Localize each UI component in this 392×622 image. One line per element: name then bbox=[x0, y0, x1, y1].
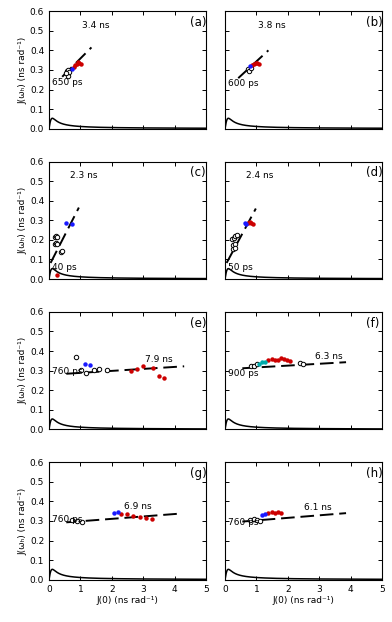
Text: 760 ps: 760 ps bbox=[51, 367, 82, 376]
Text: 650 ps: 650 ps bbox=[51, 78, 82, 86]
Text: 600 ps: 600 ps bbox=[227, 78, 258, 88]
X-axis label: J(0) (ns rad⁻¹): J(0) (ns rad⁻¹) bbox=[97, 596, 158, 605]
Y-axis label: J(ωₕ) (ns rad⁻¹): J(ωₕ) (ns rad⁻¹) bbox=[18, 488, 27, 555]
Text: (g): (g) bbox=[190, 467, 207, 480]
Text: 3.4 ns: 3.4 ns bbox=[82, 21, 109, 30]
Text: (b): (b) bbox=[366, 16, 383, 29]
Text: 6.3 ns: 6.3 ns bbox=[315, 352, 342, 361]
Text: 50 ps: 50 ps bbox=[227, 262, 252, 272]
Text: (d): (d) bbox=[366, 166, 383, 179]
Text: (c): (c) bbox=[190, 166, 205, 179]
Text: 3.8 ns: 3.8 ns bbox=[258, 21, 286, 30]
Text: 40 ps: 40 ps bbox=[51, 263, 76, 272]
Text: 760 ps: 760 ps bbox=[51, 516, 82, 524]
Text: 2.3 ns: 2.3 ns bbox=[71, 171, 98, 180]
Text: 2.4 ns: 2.4 ns bbox=[247, 171, 274, 180]
Text: 760 ps: 760 ps bbox=[227, 518, 258, 527]
Y-axis label: J(ωₕ) (ns rad⁻¹): J(ωₕ) (ns rad⁻¹) bbox=[18, 337, 27, 404]
Text: 6.1 ns: 6.1 ns bbox=[304, 503, 331, 511]
Text: (e): (e) bbox=[190, 317, 206, 330]
Text: (f): (f) bbox=[366, 317, 379, 330]
Y-axis label: J(ωₕ) (ns rad⁻¹): J(ωₕ) (ns rad⁻¹) bbox=[18, 36, 27, 103]
X-axis label: J(0) (ns rad⁻¹): J(0) (ns rad⁻¹) bbox=[273, 596, 334, 605]
Text: 900 ps: 900 ps bbox=[227, 369, 258, 378]
Text: (h): (h) bbox=[366, 467, 383, 480]
Text: 6.9 ns: 6.9 ns bbox=[124, 502, 152, 511]
Y-axis label: J(ωₕ) (ns rad⁻¹): J(ωₕ) (ns rad⁻¹) bbox=[18, 187, 27, 254]
Text: (a): (a) bbox=[190, 16, 206, 29]
Text: 7.9 ns: 7.9 ns bbox=[145, 355, 172, 364]
